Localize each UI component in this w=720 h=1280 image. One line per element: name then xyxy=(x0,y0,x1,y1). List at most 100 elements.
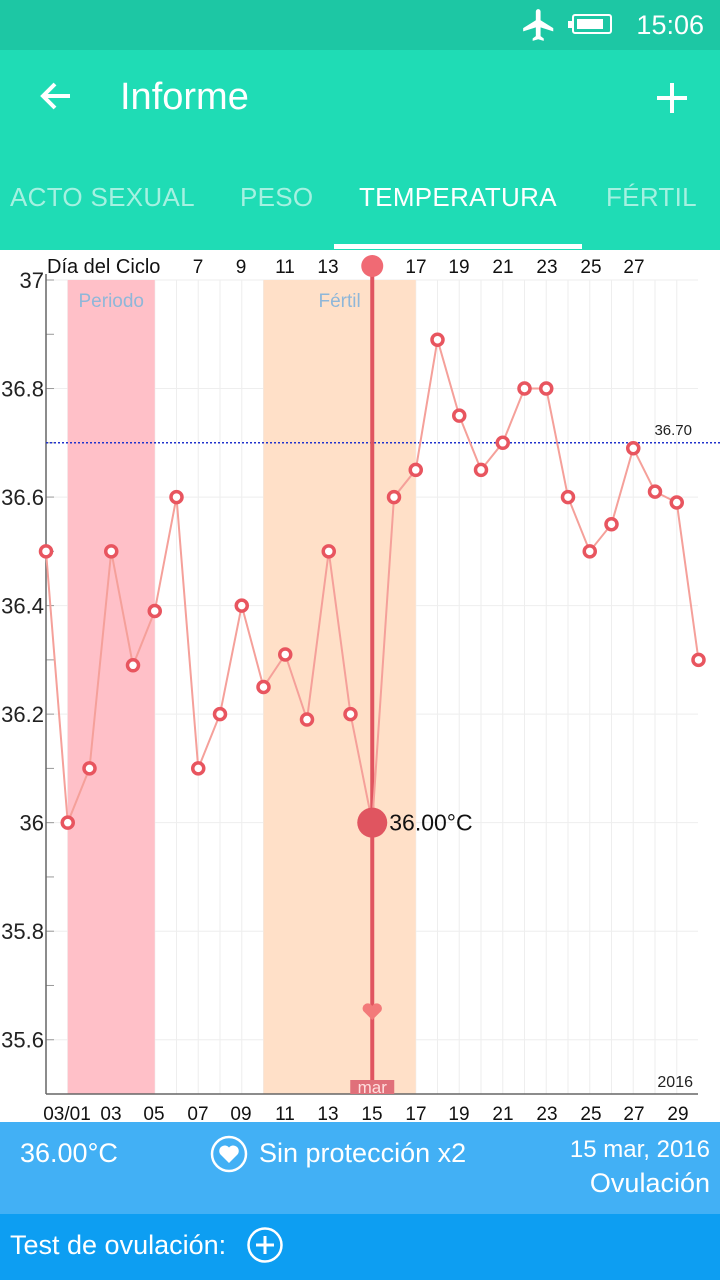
x-tick-label: 29 xyxy=(667,1104,688,1122)
cycle-day-tick: 27 xyxy=(623,257,644,278)
data-point xyxy=(408,462,423,478)
x-tick-label: 23 xyxy=(536,1104,557,1122)
data-point xyxy=(169,489,184,505)
data-point xyxy=(495,435,510,451)
reference-line-label: 36.70 xyxy=(654,422,692,439)
selected-temperature: 36.00°C xyxy=(20,1138,118,1168)
period-band xyxy=(67,280,155,1094)
data-point xyxy=(234,598,249,613)
x-tick-label: 13 xyxy=(317,1104,338,1122)
data-point xyxy=(691,652,706,668)
data-point xyxy=(125,658,141,673)
y-tick-label: 36.6 xyxy=(1,485,44,510)
page-title: Informe xyxy=(120,76,249,118)
tab-peso[interactable]: PESO xyxy=(240,182,314,212)
x-tick-label: 09 xyxy=(230,1104,251,1122)
data-point xyxy=(647,484,663,499)
x-tick-label: 03/01 xyxy=(43,1104,91,1122)
tab-indicator xyxy=(334,244,582,249)
cycle-day-axis-label: Día del Ciclo xyxy=(47,256,160,278)
status-time: 15:06 xyxy=(636,10,704,40)
data-point xyxy=(38,544,54,559)
data-point xyxy=(147,603,162,619)
data-point xyxy=(560,489,576,505)
cycle-day-tick: 7 xyxy=(193,257,204,278)
data-point xyxy=(582,544,597,559)
x-tick-label: 25 xyxy=(580,1104,601,1122)
cycle-day-tick: 23 xyxy=(536,257,557,278)
fertile-band xyxy=(263,280,416,1094)
status-bar: 15:06 xyxy=(0,0,720,50)
x-tick-label: 07 xyxy=(187,1104,208,1122)
plus-icon[interactable] xyxy=(654,80,690,121)
data-point xyxy=(321,544,336,559)
cycle-day-tick: 13 xyxy=(317,257,338,278)
x-tick-label: 17 xyxy=(405,1104,426,1122)
x-tick-label: 11 xyxy=(275,1104,295,1122)
year-label: 2016 xyxy=(657,1074,693,1091)
tab-acto-sexual[interactable]: ACTO SEXUAL xyxy=(10,182,195,212)
ovulation-test-bar: Test de ovulación: xyxy=(0,1214,720,1280)
data-point xyxy=(60,815,75,830)
data-point xyxy=(256,679,271,695)
tab-bar: ACTO SEXUAL PESO TEMPERATURA FÉRTIL xyxy=(0,170,720,250)
selected-point xyxy=(357,807,388,838)
x-tick-label: 21 xyxy=(492,1104,513,1122)
data-point xyxy=(278,647,293,662)
cycle-phase: Ovulación xyxy=(589,1168,710,1198)
selected-date: 15 mar, 2016 xyxy=(569,1136,710,1163)
data-point xyxy=(386,489,402,505)
cycle-day-tick: 17 xyxy=(405,257,426,278)
y-tick-label: 37 xyxy=(20,268,44,293)
y-tick-label: 36 xyxy=(20,811,44,836)
data-point xyxy=(452,408,467,423)
y-tick-label: 36.8 xyxy=(1,377,44,402)
x-tick-label: 03 xyxy=(100,1104,121,1122)
x-tick-label: 27 xyxy=(623,1104,644,1122)
chart-svg[interactable]: 37 36.8 36.6 36.4 36.2 36 35.8 35.6 Periodo Férti… xyxy=(0,252,720,1122)
arrow-left-icon[interactable] xyxy=(36,76,76,121)
data-point xyxy=(669,495,684,510)
selected-cycle-day-marker xyxy=(361,255,384,277)
fertile-band-label: Fértil xyxy=(319,291,361,312)
cycle-day-tick: 19 xyxy=(448,257,469,278)
y-tick-label: 35.6 xyxy=(1,1028,44,1053)
cycle-day-tick: 11 xyxy=(275,257,295,278)
data-point xyxy=(626,440,641,456)
app-bar: Informe ACTO SEXUAL PESO TEMPERATURA FÉR… xyxy=(0,50,720,250)
plus-circle-icon[interactable] xyxy=(246,1226,284,1269)
data-point xyxy=(299,712,315,727)
month-label-tab xyxy=(350,1080,395,1094)
data-point xyxy=(191,761,206,776)
tab-temperatura[interactable]: TEMPERATURA xyxy=(359,182,557,212)
period-band-label: Periodo xyxy=(79,291,145,312)
airplane-icon xyxy=(520,6,558,49)
data-point xyxy=(473,462,489,478)
data-point xyxy=(430,332,445,347)
data-point xyxy=(517,381,532,396)
cycle-day-tick: 25 xyxy=(580,257,601,278)
data-point xyxy=(539,381,554,396)
y-tick-label: 36.4 xyxy=(1,594,44,619)
x-tick-label: 05 xyxy=(143,1104,164,1122)
data-point xyxy=(104,544,119,559)
x-tick-label: 19 xyxy=(448,1104,469,1122)
temperature-chart[interactable]: 37 36.8 36.6 36.4 36.2 36 35.8 35.6 Periodo Férti… xyxy=(0,252,720,1122)
cycle-day-tick: 9 xyxy=(236,257,247,278)
data-point xyxy=(82,761,97,776)
month-label: mar xyxy=(358,1078,388,1097)
y-tick-label: 35.8 xyxy=(1,919,44,944)
cycle-day-tick: 21 xyxy=(492,257,513,278)
heart-icon xyxy=(209,1134,249,1179)
data-point xyxy=(212,706,228,722)
battery-icon xyxy=(568,14,612,34)
data-point xyxy=(343,706,358,722)
selected-point-label: 36.00°C xyxy=(389,810,472,836)
y-tick-label: 36.2 xyxy=(1,702,44,727)
tab-fertil[interactable]: FÉRTIL xyxy=(606,182,697,212)
data-point xyxy=(604,516,619,532)
x-tick-label: 15 xyxy=(361,1104,382,1122)
heart-icon xyxy=(362,1003,382,1020)
protection-status: Sin protección x2 xyxy=(259,1138,467,1168)
ovulation-test-label: Test de ovulación: xyxy=(10,1230,227,1260)
